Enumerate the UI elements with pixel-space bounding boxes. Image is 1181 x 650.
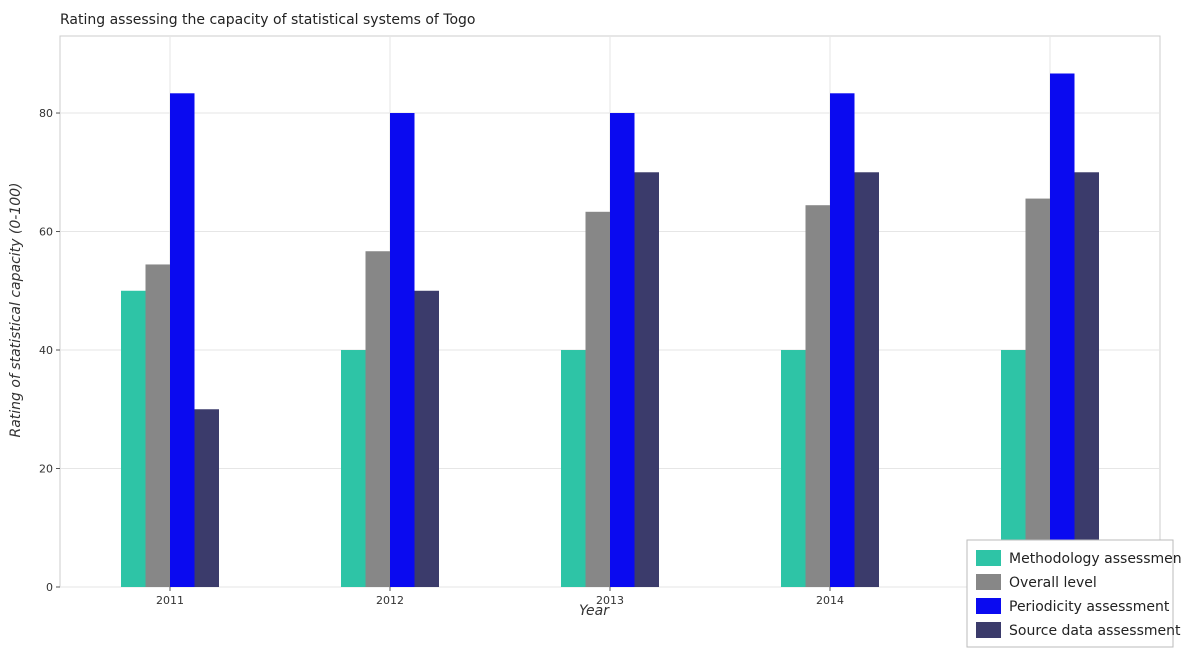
bar-methodology-assessment — [341, 350, 366, 587]
legend-swatch — [976, 550, 1001, 566]
legend: Methodology assessment Overall level Perio… — [967, 540, 1181, 647]
legend-swatch — [976, 622, 1001, 638]
x-tick-label: 2012 — [376, 594, 404, 607]
bar-overall-level — [806, 205, 831, 587]
bar-periodicity-assessment — [830, 93, 855, 587]
bar-source-data-assessment — [855, 172, 880, 587]
legend-label: Periodicity assessment — [1009, 599, 1170, 615]
x-axis-label: Year — [579, 603, 610, 619]
bar-source-data-assessment — [635, 172, 660, 587]
bar-overall-level — [366, 251, 391, 587]
bar-overall-level — [146, 264, 171, 587]
legend-label: Source data assessment — [1009, 623, 1181, 639]
bar-periodicity-assessment — [1050, 74, 1075, 587]
chart-title: Rating assessing the capacity of statist… — [60, 12, 476, 28]
y-tick-label: 20 — [39, 463, 53, 476]
bar-source-data-assessment — [415, 291, 440, 587]
bar-overall-level — [1026, 199, 1051, 587]
x-tick-label: 2011 — [156, 594, 184, 607]
y-axis-label: Rating of statistical capacity (0-100) — [8, 182, 24, 437]
plot-area: 02040608020112012201320142015 — [39, 36, 1160, 607]
y-tick-label: 0 — [46, 581, 53, 594]
bar-periodicity-assessment — [610, 113, 635, 587]
bar-periodicity-assessment — [390, 113, 415, 587]
bar-methodology-assessment — [781, 350, 806, 587]
y-tick-label: 60 — [39, 226, 53, 239]
y-tick-label: 40 — [39, 344, 53, 357]
legend-label: Overall level — [1009, 575, 1097, 591]
bar-periodicity-assessment — [170, 93, 195, 587]
bar-methodology-assessment — [561, 350, 586, 587]
bar-source-data-assessment — [1075, 172, 1100, 587]
legend-swatch — [976, 598, 1001, 614]
y-tick-label: 80 — [39, 107, 53, 120]
x-tick-label: 2014 — [816, 594, 844, 607]
bar-source-data-assessment — [195, 409, 220, 587]
legend-swatch — [976, 574, 1001, 590]
legend-label: Methodology assessment — [1009, 551, 1181, 567]
bar-overall-level — [586, 212, 611, 587]
bar-methodology-assessment — [121, 291, 146, 587]
